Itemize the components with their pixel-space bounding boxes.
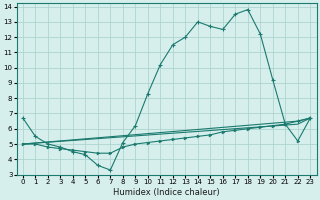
X-axis label: Humidex (Indice chaleur): Humidex (Indice chaleur) <box>113 188 220 197</box>
